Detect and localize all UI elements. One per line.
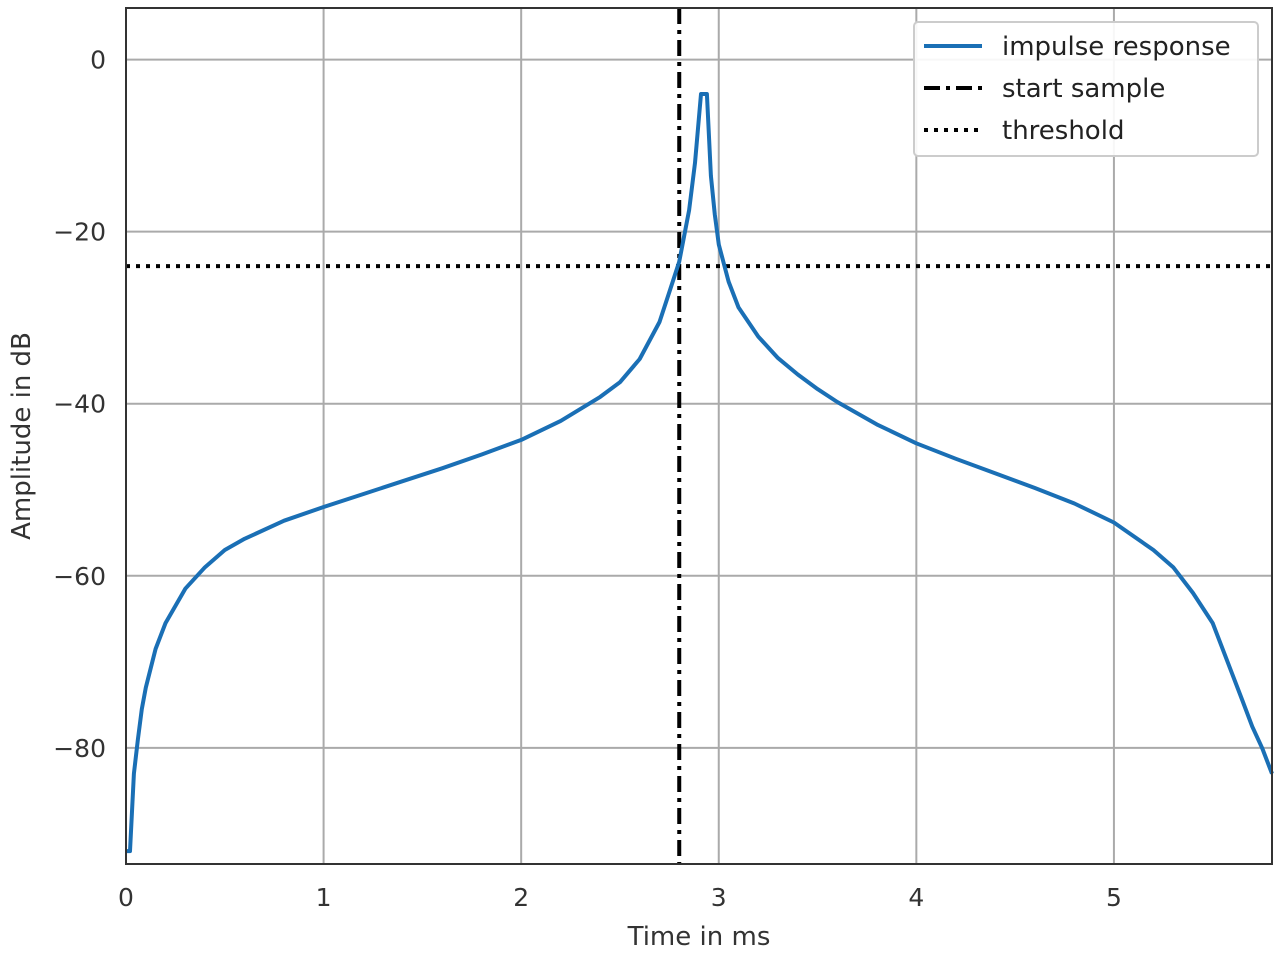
x-tick-label: 1 bbox=[316, 883, 332, 912]
axes-frame bbox=[125, 7, 1273, 865]
x-tick-label: 5 bbox=[1106, 883, 1122, 912]
impulse-response-line bbox=[126, 92, 1274, 854]
y-tick-labels: 0 −20 −40 −60 −80 bbox=[53, 46, 106, 763]
y-axis-label: Amplitude in dB bbox=[7, 332, 37, 540]
x-tick-label: 0 bbox=[118, 883, 134, 912]
y-tick-label: −60 bbox=[53, 562, 106, 591]
x-axis-label: Time in ms bbox=[627, 922, 771, 952]
x-tick-label: 4 bbox=[908, 883, 924, 912]
legend-label: impulse response bbox=[1002, 32, 1231, 62]
y-tick-label: −20 bbox=[53, 218, 106, 247]
legend-label: threshold bbox=[1002, 116, 1124, 146]
y-tick-label: −80 bbox=[53, 734, 106, 763]
x-tick-label: 2 bbox=[513, 883, 529, 912]
x-tick-labels: 0 1 2 3 4 5 bbox=[118, 883, 1122, 912]
y-tick-label: 0 bbox=[90, 46, 106, 75]
legend: impulse response start sample threshold bbox=[913, 21, 1259, 157]
x-tick-label: 3 bbox=[711, 883, 727, 912]
legend-box bbox=[913, 21, 1259, 157]
y-tick-label: −40 bbox=[53, 390, 106, 419]
plot-area bbox=[126, 8, 1274, 864]
legend-label: start sample bbox=[1002, 74, 1165, 104]
